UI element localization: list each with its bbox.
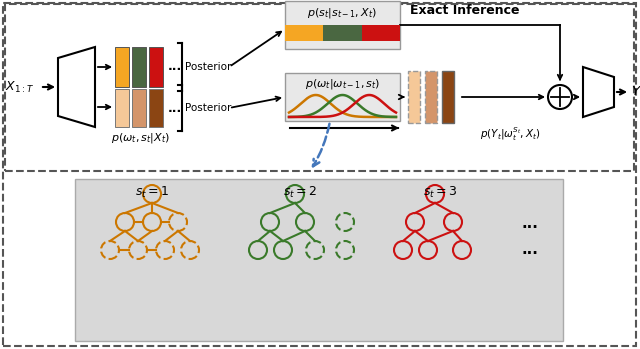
Text: $p(\omega_t|\omega_{t-1}, s_t)$: $p(\omega_t|\omega_{t-1}, s_t)$: [305, 77, 380, 91]
Bar: [285, 25, 323, 41]
Circle shape: [548, 85, 572, 109]
Bar: [362, 25, 400, 41]
Text: $p(s_t|s_{t-1}, X_t)$: $p(s_t|s_{t-1}, X_t)$: [307, 6, 378, 20]
Bar: [149, 89, 163, 127]
Text: $X_{1:T}$: $X_{1:T}$: [5, 80, 34, 95]
Text: ...: ...: [522, 216, 538, 231]
Bar: [115, 89, 129, 127]
Text: $Y_{1:T}$: $Y_{1:T}$: [631, 84, 640, 99]
Text: Posterior: Posterior: [185, 103, 232, 113]
Bar: [115, 47, 129, 87]
Bar: [75, 179, 563, 341]
Bar: [408, 71, 420, 123]
Bar: [425, 71, 437, 123]
Text: ...: ...: [168, 60, 182, 74]
Bar: [149, 47, 163, 87]
Text: $s_t = 3$: $s_t = 3$: [422, 185, 458, 200]
Polygon shape: [583, 67, 614, 117]
Bar: [285, 1, 400, 49]
Text: ...: ...: [522, 243, 538, 258]
Text: $s_t = 1$: $s_t = 1$: [135, 185, 169, 200]
Bar: [285, 73, 400, 121]
Polygon shape: [58, 47, 95, 127]
Bar: [5, 4, 634, 171]
Text: $p(\omega_t, s_t|X_t)$: $p(\omega_t, s_t|X_t)$: [111, 131, 170, 145]
Text: ...: ...: [168, 102, 182, 114]
Bar: [323, 25, 362, 41]
Text: $p(Y_t|\omega_t^{S_t}, X_t)$: $p(Y_t|\omega_t^{S_t}, X_t)$: [480, 125, 540, 143]
Bar: [442, 71, 454, 123]
Text: $s_t = 2$: $s_t = 2$: [283, 185, 317, 200]
Text: Posterior: Posterior: [185, 62, 232, 72]
Bar: [132, 47, 146, 87]
Bar: [132, 89, 146, 127]
Text: Exact Inference: Exact Inference: [410, 5, 520, 17]
